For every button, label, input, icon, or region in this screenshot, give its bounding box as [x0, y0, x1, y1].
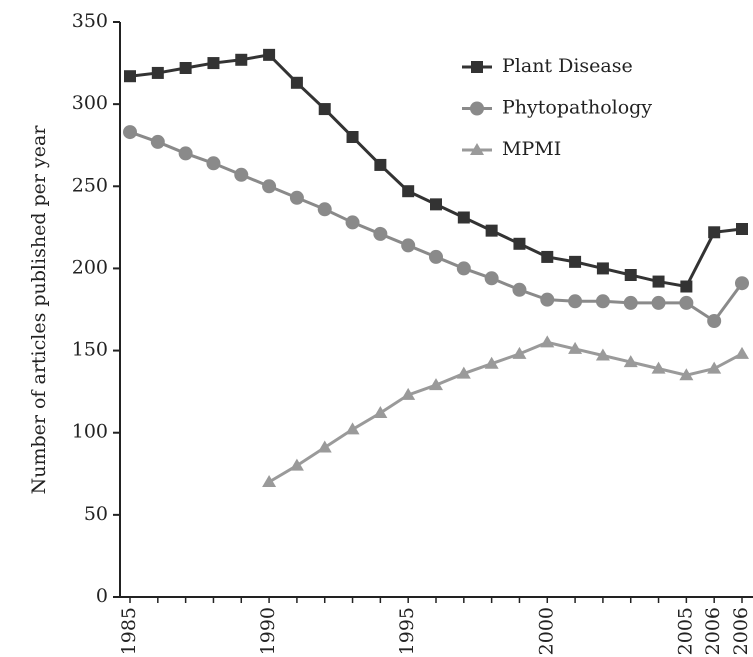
- marker: [623, 295, 638, 310]
- marker: [401, 387, 416, 400]
- marker: [262, 179, 277, 194]
- y-tick-label: 350: [72, 10, 108, 32]
- legend-label: Phytopathology: [502, 97, 652, 119]
- marker: [623, 355, 638, 368]
- marker: [569, 255, 582, 268]
- marker: [513, 237, 526, 250]
- marker: [150, 134, 165, 149]
- marker: [289, 190, 304, 205]
- marker: [151, 66, 164, 79]
- x-tick-label: 2006: [730, 607, 752, 655]
- legend-label: MPMI: [502, 138, 561, 160]
- y-tick-label: 150: [72, 339, 108, 361]
- x-tick-label: 2000: [535, 607, 557, 655]
- marker: [596, 262, 609, 275]
- marker: [541, 250, 554, 263]
- marker: [373, 226, 388, 241]
- marker: [735, 276, 749, 291]
- marker: [707, 314, 722, 328]
- marker: [651, 361, 666, 374]
- marker: [401, 238, 416, 253]
- marker: [736, 223, 748, 235]
- marker: [429, 249, 443, 264]
- marker: [317, 440, 332, 453]
- y-tick-label: 250: [72, 174, 108, 196]
- marker: [470, 101, 484, 116]
- marker: [123, 125, 137, 140]
- marker: [568, 341, 583, 354]
- marker: [651, 295, 666, 310]
- legend-label: Plant Disease: [502, 55, 633, 77]
- marker: [345, 422, 360, 435]
- marker: [124, 70, 136, 83]
- marker: [179, 62, 192, 74]
- x-tick-label: 1995: [396, 607, 418, 655]
- x-tick-label: 1990: [257, 607, 279, 655]
- marker: [679, 295, 694, 310]
- marker: [568, 294, 583, 309]
- marker: [540, 335, 555, 348]
- marker: [679, 368, 694, 381]
- marker: [235, 53, 248, 66]
- marker: [374, 158, 387, 171]
- marker: [707, 361, 722, 374]
- marker: [512, 282, 527, 297]
- y-tick-label: 200: [72, 256, 108, 278]
- x-tick-label: 2006: [702, 607, 724, 655]
- marker: [456, 261, 471, 276]
- y-tick-label: 0: [96, 585, 108, 607]
- y-tick-label: 100: [72, 421, 108, 443]
- marker: [429, 378, 443, 391]
- marker: [289, 458, 304, 471]
- marker: [540, 292, 555, 307]
- marker: [346, 131, 359, 143]
- marker: [290, 76, 303, 89]
- marker: [262, 475, 277, 487]
- x-tick-label: 2005: [674, 607, 696, 655]
- marker: [484, 356, 499, 369]
- marker: [595, 294, 610, 309]
- marker: [735, 346, 749, 359]
- marker: [234, 167, 249, 182]
- y-tick-label: 300: [72, 92, 108, 114]
- marker: [680, 280, 693, 293]
- marker: [624, 269, 637, 281]
- marker: [708, 226, 721, 239]
- marker: [595, 348, 610, 361]
- marker: [652, 275, 665, 288]
- y-tick-label: 50: [84, 503, 108, 525]
- marker: [470, 143, 484, 155]
- marker: [456, 366, 471, 379]
- marker: [318, 103, 331, 116]
- marker: [373, 406, 388, 418]
- marker: [345, 215, 360, 230]
- marker: [263, 48, 276, 61]
- series-line: [129, 130, 744, 324]
- marker: [178, 146, 193, 161]
- marker: [484, 271, 499, 286]
- marker: [457, 211, 470, 224]
- x-tick-label: 1985: [118, 607, 140, 655]
- y-axis-label: Number of articles published per year: [28, 125, 50, 495]
- marker: [206, 156, 221, 171]
- marker: [317, 202, 332, 217]
- marker: [207, 57, 220, 70]
- marker: [512, 346, 527, 359]
- marker: [430, 198, 442, 211]
- marker: [402, 185, 415, 198]
- series-line: [268, 340, 743, 484]
- marker: [471, 61, 483, 73]
- marker: [485, 224, 498, 237]
